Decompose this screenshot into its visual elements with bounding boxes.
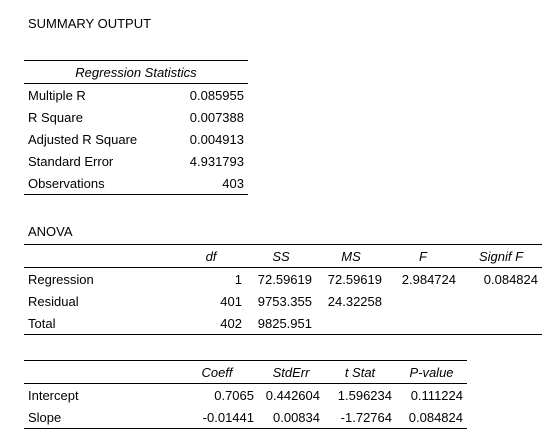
coefficient-cell: -1.72764 [324, 406, 396, 429]
coefficients-header-coeff: Coeff [176, 360, 258, 384]
anova-header-blank [24, 244, 176, 268]
anova-cell [386, 312, 460, 335]
anova-title: ANOVA [28, 224, 73, 239]
coefficients-table: Coeff StdErr t Stat P-value Intercept 0.… [24, 360, 467, 429]
coefficient-cell: 0.442604 [265, 387, 320, 403]
stat-label: Adjusted R Square [28, 131, 138, 147]
stat-label: Standard Error [28, 153, 114, 169]
table-row: Total 402 9825.951 [24, 312, 542, 335]
stat-value: 0.004913 [189, 131, 244, 147]
coefficient-cell: -0.01441 [176, 406, 258, 429]
regression-statistics-header: Regression Statistics [24, 60, 248, 84]
anova-cell: 402 [176, 312, 246, 335]
table-row: Residual 401 9753.355 24.32258 [24, 290, 542, 312]
stat-label: Multiple R [28, 87, 86, 103]
coefficient-row-label: Slope [24, 406, 176, 429]
anova-cell [460, 312, 542, 335]
coefficient-row-label: Intercept [28, 387, 79, 403]
anova-cell: 72.59619 [257, 271, 312, 287]
anova-cell: 1 [234, 271, 242, 287]
anova-header-df: df [176, 244, 246, 268]
anova-cell: 401 [220, 293, 242, 309]
coefficient-cell: 1.596234 [337, 387, 392, 403]
coefficients-header-blank [24, 360, 176, 384]
regression-statistics-table: Regression Statistics Multiple R 0.08595… [24, 60, 248, 195]
table-row: Multiple R 0.085955 [24, 84, 248, 107]
anova-cell: 9753.355 [257, 293, 312, 309]
anova-cell: 0.084824 [483, 271, 538, 287]
anova-header-f: F [386, 244, 460, 268]
table-row: R Square 0.007388 [24, 106, 248, 128]
anova-cell [460, 290, 542, 312]
anova-row-label: Residual [28, 293, 79, 309]
anova-cell: 9825.951 [246, 312, 316, 335]
table-row: Standard Error 4.931793 [24, 150, 248, 172]
coefficient-cell: 0.111224 [410, 387, 463, 403]
anova-row-label: Regression [28, 271, 94, 287]
stat-label: R Square [28, 109, 83, 125]
anova-header-row: df SS MS F Signif F [24, 244, 542, 268]
stat-value: 403 [174, 172, 248, 195]
table-row: Adjusted R Square 0.004913 [24, 128, 248, 150]
coefficients-header-stderr: StdErr [258, 360, 324, 384]
coefficients-header-t-stat: t Stat [324, 360, 396, 384]
anova-cell: 72.59619 [327, 271, 382, 287]
anova-cell: 2.984724 [401, 271, 456, 287]
table-row: Regression 1 72.59619 72.59619 2.984724 … [24, 268, 542, 291]
stat-value: 0.085955 [189, 87, 244, 103]
anova-cell: 24.32258 [327, 293, 382, 309]
anova-cell [316, 312, 386, 335]
coefficients-header-p-value: P-value [396, 360, 467, 384]
anova-cell [386, 290, 460, 312]
anova-header-ss: SS [246, 244, 316, 268]
anova-header-signif-f: Signif F [460, 244, 542, 268]
coefficient-cell: 0.7065 [214, 387, 254, 403]
anova-table: df SS MS F Signif F Regression 1 72.5961… [24, 244, 542, 335]
table-row: Observations 403 [24, 172, 248, 195]
table-row: Intercept 0.7065 0.442604 1.596234 0.111… [24, 384, 467, 407]
anova-header-ms: MS [316, 244, 386, 268]
coefficients-header-row: Coeff StdErr t Stat P-value [24, 360, 467, 384]
stat-label: Observations [24, 172, 174, 195]
stat-value: 0.007388 [189, 109, 244, 125]
coefficient-cell: 0.084824 [396, 406, 467, 429]
coefficient-cell: 0.00834 [258, 406, 324, 429]
stat-value: 4.931793 [189, 153, 244, 169]
summary-output-title: SUMMARY OUTPUT [28, 16, 152, 31]
table-row: Slope -0.01441 0.00834 -1.72764 0.084824 [24, 406, 467, 429]
anova-row-label: Total [24, 312, 176, 335]
